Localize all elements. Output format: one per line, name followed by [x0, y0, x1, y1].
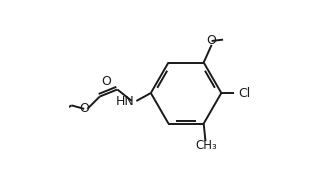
Text: CH₃: CH₃ [196, 139, 217, 152]
Text: O: O [101, 75, 111, 88]
Text: Cl: Cl [238, 86, 250, 100]
Text: HN: HN [115, 95, 134, 108]
Text: O: O [79, 101, 89, 115]
Text: O: O [206, 34, 216, 47]
